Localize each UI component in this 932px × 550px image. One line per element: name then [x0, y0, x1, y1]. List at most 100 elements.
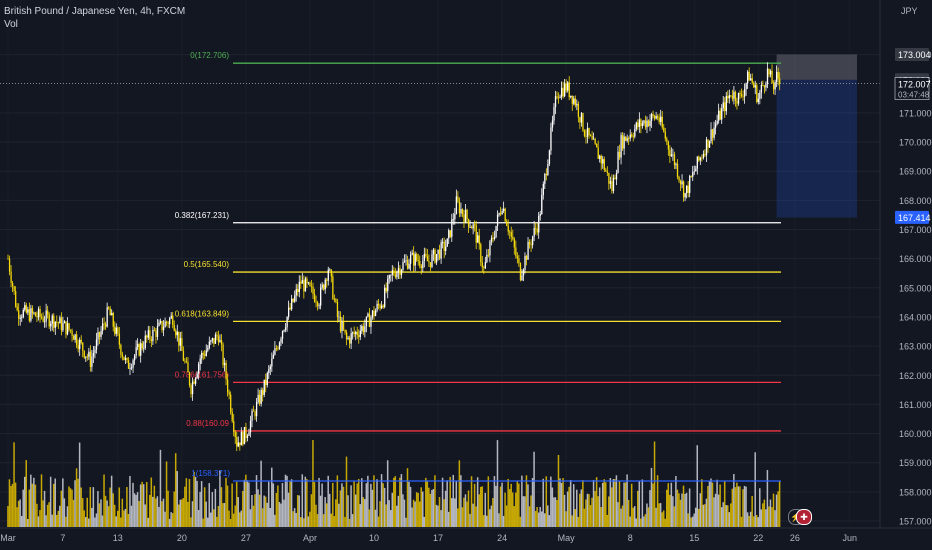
- candle-body: [625, 136, 627, 141]
- volume-bar: [440, 510, 442, 527]
- candle-body: [207, 348, 209, 351]
- volume-bar: [566, 491, 569, 527]
- candle-body: [242, 432, 244, 445]
- volume-bar: [173, 491, 175, 527]
- volume-bar: [479, 486, 482, 527]
- candle-body: [664, 131, 666, 139]
- candle-body: [405, 260, 407, 262]
- candle-body: [27, 309, 29, 313]
- price-tag[interactable]: [895, 210, 929, 224]
- candle-body: [63, 321, 66, 324]
- candle-body: [80, 339, 82, 343]
- candle-body: [358, 335, 360, 337]
- candle-body: [748, 71, 750, 81]
- volume-bar: [292, 511, 294, 527]
- candle-body: [336, 301, 339, 317]
- candle-body: [567, 82, 569, 91]
- candle-body: [382, 305, 384, 308]
- volume-bar: [155, 498, 157, 527]
- position-box[interactable]: [776, 54, 857, 218]
- volume-bar: [579, 493, 581, 527]
- candle-body: [387, 278, 389, 292]
- candle-body: [641, 123, 644, 127]
- candle-body: [323, 284, 325, 290]
- volume-bar: [646, 503, 648, 527]
- volume-bar: [600, 507, 602, 527]
- volume-bar: [7, 505, 9, 527]
- candle-body: [97, 332, 99, 340]
- volume-bar: [127, 513, 130, 527]
- volume-bar: [447, 511, 450, 527]
- symbol-title[interactable]: British Pound / Japanese Yen, 4h, FXCM: [4, 6, 186, 17]
- volume-bar: [59, 505, 61, 527]
- candle-body: [701, 157, 703, 159]
- volume-bar: [298, 495, 300, 527]
- price-tag[interactable]: [895, 47, 929, 61]
- volume-bar: [693, 513, 695, 527]
- volume-bar: [377, 516, 380, 527]
- volume-bar: [113, 504, 116, 527]
- volume-bar: [34, 484, 37, 527]
- candle-body: [492, 238, 494, 239]
- candle-body: [478, 235, 480, 245]
- stop-loss-zone[interactable]: [776, 54, 857, 80]
- uk-flag-icon[interactable]: ✚: [796, 509, 812, 525]
- candle-body: [381, 305, 383, 309]
- volume-bar: [637, 490, 639, 527]
- volume-bar: [94, 517, 96, 527]
- volume-bar: [14, 482, 17, 527]
- volume-bar: [88, 518, 90, 527]
- candle-body: [718, 110, 720, 121]
- candle-body: [503, 208, 505, 211]
- candle-body: [184, 360, 186, 362]
- volume-bar: [385, 504, 387, 527]
- candle-body: [536, 228, 538, 233]
- candle-body: [141, 343, 143, 349]
- candle-body: [315, 301, 317, 303]
- time-tick-label: 20: [177, 533, 187, 543]
- candle-body: [390, 274, 392, 276]
- volume-bar: [304, 476, 307, 527]
- candle-body: [254, 411, 256, 417]
- candle-body: [724, 102, 726, 112]
- volume-bar: [582, 480, 584, 527]
- last-price-tag[interactable]: [894, 77, 930, 100]
- candle-body: [268, 369, 270, 374]
- volume-bar: [328, 493, 331, 527]
- volume-bar: [478, 494, 480, 527]
- candle-body: [251, 410, 253, 421]
- candle-body: [396, 271, 398, 278]
- candle-body: [277, 348, 279, 350]
- volume-bar: [185, 478, 188, 527]
- volume-bar: [359, 504, 361, 527]
- candle-body: [406, 260, 409, 269]
- fib-level-label: 0.5(165.540): [184, 260, 230, 269]
- volume-bar: [766, 470, 769, 527]
- volume-bar: [544, 513, 546, 527]
- volume-bar: [752, 516, 755, 527]
- candle-body: [297, 289, 299, 293]
- candle-body: [349, 337, 351, 344]
- volume-bar: [620, 508, 622, 527]
- volume-bar: [510, 483, 512, 527]
- candle-body: [556, 96, 558, 98]
- candle-body: [510, 232, 512, 237]
- volume-bar: [362, 497, 365, 527]
- candle-body: [690, 176, 692, 177]
- volume-indicator-label[interactable]: Vol: [4, 19, 18, 30]
- candle-body: [240, 432, 243, 446]
- candle-body: [579, 117, 581, 123]
- volume-bar: [662, 510, 665, 527]
- volume-bar: [751, 495, 753, 527]
- candle-body: [682, 181, 685, 198]
- volume-bar: [69, 488, 72, 527]
- candle-body: [353, 332, 355, 335]
- take-profit-zone[interactable]: [776, 79, 857, 218]
- candle-body: [638, 119, 641, 128]
- volume-bar: [565, 511, 567, 527]
- volume-bar: [296, 495, 299, 527]
- volume-bar: [441, 477, 444, 527]
- volume-bar: [367, 475, 369, 527]
- volume-bar: [588, 494, 590, 527]
